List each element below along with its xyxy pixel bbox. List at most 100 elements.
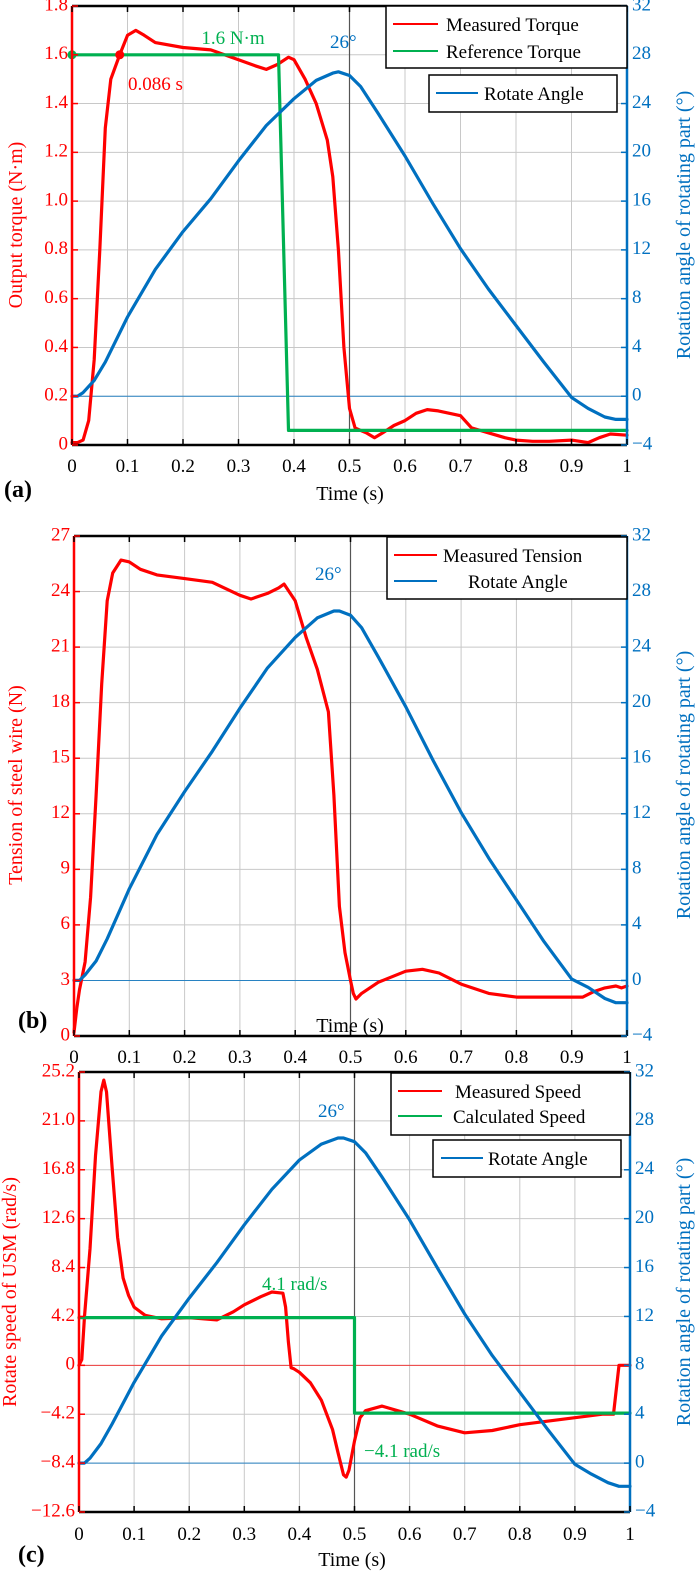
- legend-measured-speed: Measured Speed: [455, 1082, 582, 1103]
- panel-b-x-axis-label: Time (s): [316, 1015, 384, 1037]
- left-tick-label: 12: [51, 802, 70, 823]
- x-tick-label: 0.4: [288, 1524, 312, 1545]
- x-tick-label: 0.2: [171, 456, 195, 477]
- right-tick-label: −4: [632, 1024, 653, 1045]
- right-tick-label: 28: [632, 580, 651, 601]
- x-tick-label: 0.7: [449, 456, 473, 477]
- x-tick-label: 0.8: [505, 1047, 529, 1068]
- x-tick-label: 0.5: [339, 1047, 363, 1068]
- panel-a-plot-layer: 0 0.1 0.2 0.3 0.4 0.5 0.6 0.7 0.8 0.9 1 0 0.2 0.4 0.6 0…: [44, 0, 652, 477]
- annotation-peak-angle: 26°: [315, 564, 342, 585]
- left-tick-label: 1.8: [44, 0, 68, 15]
- legend-measured-torque: Measured Torque: [446, 15, 579, 36]
- right-tick-label: 0: [632, 385, 642, 406]
- x-tick-label: 0.7: [453, 1524, 477, 1545]
- left-tick-label: 21.0: [42, 1109, 75, 1130]
- annotation-rise-time: 0.086 s: [128, 74, 183, 95]
- left-tick-label: 9: [61, 858, 71, 879]
- left-tick-label: 0.2: [44, 385, 68, 406]
- x-tick-label: 0.4: [283, 1047, 307, 1068]
- right-tick-label: 4: [632, 336, 642, 357]
- panel-a-label: (a): [4, 477, 32, 503]
- left-tick-label: 1.2: [44, 141, 68, 162]
- legend-rotate-angle: Rotate Angle: [488, 1149, 588, 1170]
- left-tick-label: −8.4: [41, 1451, 76, 1472]
- panel-c-legend-2: Rotate Angle: [432, 1139, 622, 1178]
- left-tick-label: 0.4: [44, 336, 68, 357]
- x-tick-label: 0.9: [560, 1047, 584, 1068]
- left-tick-label: 0.6: [44, 287, 68, 308]
- legend-calculated-speed: Calculated Speed: [453, 1107, 586, 1128]
- x-tick-label: 0.7: [449, 1047, 473, 1068]
- legend-reference-torque: Reference Torque: [446, 42, 581, 63]
- panel-a-legend-2: Rotate Angle: [428, 74, 618, 113]
- x-tick-label: 0.1: [122, 1524, 146, 1545]
- annotation-positive-speed: 4.1 rad/s: [262, 1274, 327, 1295]
- series-rotate-angle: [70, 70, 629, 421]
- left-tick-label: 0.8: [44, 238, 68, 259]
- x-tick-label: 0.5: [338, 456, 362, 477]
- left-tick-label: 1.6: [44, 43, 68, 64]
- panel-b-legend: Measured Tension Rotate Angle: [386, 536, 628, 600]
- left-tick-label: 0: [66, 1354, 76, 1375]
- x-tick-label: 0.8: [504, 456, 528, 477]
- right-tick-label: 4: [632, 913, 642, 934]
- panel-a-left-axis-label: Output torque (N·m): [5, 142, 27, 309]
- right-tick-label: 16: [632, 747, 651, 768]
- annotation-peak-angle: 26°: [318, 1101, 345, 1122]
- series-measured-speed: [77, 1078, 632, 1479]
- left-tick-label: 1.4: [44, 92, 68, 113]
- x-tick-label: 0.9: [563, 1524, 587, 1545]
- right-tick-label: 16: [635, 1256, 654, 1277]
- panel-c-left-axis-label: Rotate speed of USM (rad/s): [0, 1177, 21, 1407]
- x-tick-label: 0: [67, 456, 77, 477]
- right-tick-label: 4: [635, 1403, 645, 1424]
- panel-a-x-axis-label: Time (s): [316, 483, 384, 505]
- right-tick-label: 28: [635, 1109, 654, 1130]
- marker-measured-torque: [115, 50, 125, 60]
- x-tick-label: 1: [622, 456, 632, 477]
- left-tick-label: −4.2: [41, 1403, 75, 1424]
- panel-c-right-axis-label: Rotation angle of rotating part (°): [673, 1158, 695, 1426]
- x-tick-label: 0.3: [232, 1524, 256, 1545]
- x-tick-label: 0.9: [560, 456, 584, 477]
- x-tick-label: 0: [69, 1047, 79, 1068]
- panel-b-right-axis-label: Rotation angle of rotating part (°): [673, 651, 695, 919]
- right-tick-label: 32: [635, 1060, 654, 1081]
- annotation-negative-speed: −4.1 rad/s: [364, 1441, 440, 1462]
- right-tick-label: 24: [632, 635, 652, 656]
- right-tick-label: −4: [632, 433, 653, 454]
- right-tick-label: 12: [635, 1305, 654, 1326]
- x-tick-label: 0.6: [393, 456, 417, 477]
- left-tick-label: 25.2: [42, 1060, 75, 1081]
- legend-measured-tension: Measured Tension: [443, 546, 583, 567]
- right-tick-label: 32: [632, 0, 651, 15]
- left-tick-label: 16.8: [42, 1158, 75, 1179]
- panel-c-speed-chart: 0 0.1 0.2 0.3 0.4 0.5 0.6 0.7 0.8 0.9 1 −12.6 −8.4 −4…: [0, 1060, 695, 1571]
- right-tick-label: 8: [632, 287, 642, 308]
- x-tick-label: 0.4: [282, 456, 306, 477]
- series-reference-torque: [70, 53, 629, 432]
- right-tick-label: 8: [635, 1354, 645, 1375]
- right-tick-label: −4: [635, 1500, 656, 1521]
- right-tick-label: 0: [635, 1451, 645, 1472]
- right-tick-label: 16: [632, 189, 651, 210]
- left-tick-label: 4.2: [51, 1305, 75, 1326]
- x-tick-label: 1: [622, 1047, 632, 1068]
- x-tick-label: 0: [74, 1524, 84, 1545]
- right-tick-label: 20: [635, 1207, 654, 1228]
- x-tick-label: 0.1: [117, 1047, 141, 1068]
- x-tick-label: 0.3: [227, 456, 251, 477]
- left-tick-label: 21: [51, 635, 70, 656]
- panel-b-left-axis-label: Tension of steel wire (N): [5, 685, 27, 885]
- left-tick-label: 1.0: [44, 189, 68, 210]
- right-tick-label: 32: [632, 524, 651, 545]
- right-tick-label: 20: [632, 691, 651, 712]
- x-tick-label: 1: [625, 1524, 635, 1545]
- left-tick-label: 24: [51, 580, 71, 601]
- left-tick-label: 15: [51, 747, 70, 768]
- left-tick-label: 0: [61, 1024, 71, 1045]
- annotation-reference-torque-value: 1.6 N·m: [201, 28, 265, 49]
- left-tick-label: 6: [61, 913, 71, 934]
- panel-b-tension-chart: 0 0.1 0.2 0.3 0.4 0.5 0.6 0.7 0.8 0.9 1 0 3 6 9 12 15 18 2…: [5, 524, 695, 1068]
